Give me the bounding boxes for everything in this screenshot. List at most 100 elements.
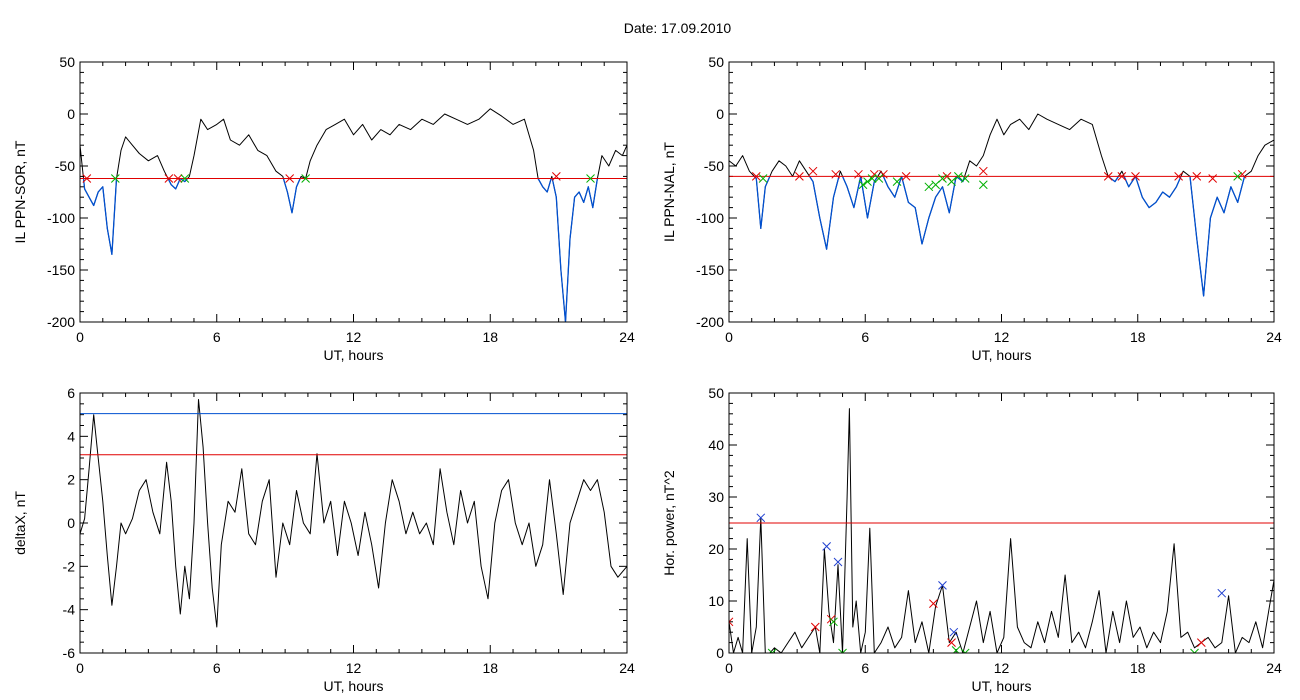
- cross-marker: [173, 174, 183, 183]
- cross-marker: [978, 166, 988, 176]
- y-tick-label: -2: [63, 558, 76, 574]
- cross-marker-stroke: [833, 557, 843, 567]
- cross-marker: [831, 169, 841, 179]
- cross-marker: [947, 638, 956, 647]
- x-tick-label: 0: [76, 660, 84, 676]
- y-tick-label: -200: [696, 314, 724, 330]
- cross-marker-stroke: [729, 617, 734, 623]
- cross-marker-stroke: [960, 174, 970, 183]
- cross-marker: [954, 172, 963, 181]
- figure-date-title: Date: 17.09.2010: [623, 20, 732, 36]
- cross-marker-stroke: [164, 174, 174, 183]
- cross-marker: [829, 617, 838, 627]
- cross-marker: [978, 180, 988, 190]
- cross-marker: [951, 646, 961, 653]
- x-tick-label: 0: [725, 329, 733, 345]
- cross-marker: [586, 174, 595, 183]
- x-tick-label: 24: [619, 329, 635, 345]
- cross-marker: [833, 557, 843, 567]
- x-tick-label: 24: [1266, 660, 1282, 676]
- y-tick-label: 0: [67, 515, 75, 531]
- cross-marker: [164, 174, 174, 183]
- y-tick-label: 30: [708, 489, 724, 505]
- cross-marker-stroke: [874, 174, 884, 183]
- cross-marker-stroke: [173, 174, 183, 183]
- series-highlight-line: [753, 176, 1246, 297]
- cross-marker: [892, 177, 902, 186]
- cross-marker: [854, 169, 863, 179]
- cross-marker: [1237, 169, 1247, 179]
- cross-marker: [858, 180, 868, 190]
- cross-marker: [960, 648, 970, 653]
- cross-marker-stroke: [1208, 174, 1218, 183]
- cross-marker: [180, 174, 190, 183]
- cross-marker: [822, 542, 831, 551]
- cross-marker: [551, 172, 561, 181]
- series-highlight-line: [82, 178, 599, 322]
- cross-marker: [1174, 172, 1183, 181]
- y-tick-label: 0: [716, 645, 724, 661]
- cross-marker: [863, 177, 872, 186]
- x-tick-label: 18: [482, 329, 498, 345]
- plot-p4: 0 6 12 18 24 0 10 20 30 40 50 UT, hours Hor. power, …: [661, 385, 1282, 694]
- plot-area: [729, 113, 1274, 297]
- cross-marker: [1117, 172, 1127, 181]
- cross-marker-stroke: [758, 174, 768, 183]
- x-tick-label: 6: [861, 329, 869, 345]
- cross-marker-stroke: [822, 542, 831, 551]
- y-tick-label: 2: [67, 472, 75, 488]
- x-tick-label: 0: [725, 660, 733, 676]
- cross-marker-stroke: [301, 174, 310, 183]
- cross-marker-stroke: [831, 169, 841, 179]
- x-tick-label: 18: [482, 660, 498, 676]
- cross-marker-stroke: [180, 174, 190, 183]
- cross-marker: [1190, 648, 1199, 653]
- cross-marker-stroke: [854, 169, 863, 179]
- cross-marker-stroke: [947, 177, 956, 186]
- cross-marker: [938, 581, 947, 590]
- cross-marker: [947, 177, 956, 186]
- cross-marker: [867, 174, 877, 183]
- cross-marker-stroke: [1192, 172, 1202, 181]
- x-tick-label: 6: [213, 329, 221, 345]
- cross-marker-stroke: [858, 180, 868, 190]
- cross-marker-stroke: [1193, 648, 1199, 653]
- plot-area: [80, 108, 627, 322]
- cross-marker: [1233, 172, 1243, 181]
- cross-marker-stroke: [867, 174, 877, 183]
- cross-marker-stroke: [892, 177, 902, 186]
- cross-marker: [938, 174, 947, 183]
- cross-marker: [901, 172, 911, 181]
- cross-marker-stroke: [551, 172, 561, 181]
- cross-marker-stroke: [929, 599, 938, 608]
- plot-area: [80, 399, 627, 628]
- cross-marker-stroke: [586, 174, 595, 183]
- y-tick-label: -6: [63, 645, 76, 661]
- cross-marker-stroke: [1131, 172, 1140, 181]
- cross-marker: [874, 174, 884, 183]
- plot-frame: [79, 392, 628, 654]
- plot-p1: 0 6 12 18 24 -200 -150 -100 -50 0 50 UT, hours IL PP…: [12, 54, 635, 363]
- y-tick-label: 0: [716, 106, 724, 122]
- cross-marker-stroke: [960, 648, 966, 653]
- cross-marker-stroke: [841, 648, 847, 653]
- plot-frame: [728, 392, 1275, 654]
- cross-marker-stroke: [952, 646, 961, 653]
- y-tick-label: -150: [696, 262, 724, 278]
- cross-marker: [929, 599, 938, 608]
- cross-marker: [1196, 638, 1206, 647]
- cross-marker-stroke: [954, 172, 963, 181]
- y-tick-label: 50: [708, 385, 724, 401]
- cross-marker-stroke: [942, 172, 952, 181]
- x-tick-label: 12: [994, 329, 1010, 345]
- y-tick-label: -50: [704, 158, 724, 174]
- cross-marker-stroke: [808, 166, 818, 176]
- cross-marker-stroke: [949, 627, 959, 637]
- y-axis-label: deltaX, nT: [12, 491, 28, 555]
- cross-marker: [1131, 172, 1140, 181]
- cross-marker: [808, 166, 818, 176]
- cross-marker: [1103, 172, 1113, 181]
- x-tick-label: 6: [213, 660, 221, 676]
- x-axis-label: UT, hours: [972, 347, 1032, 363]
